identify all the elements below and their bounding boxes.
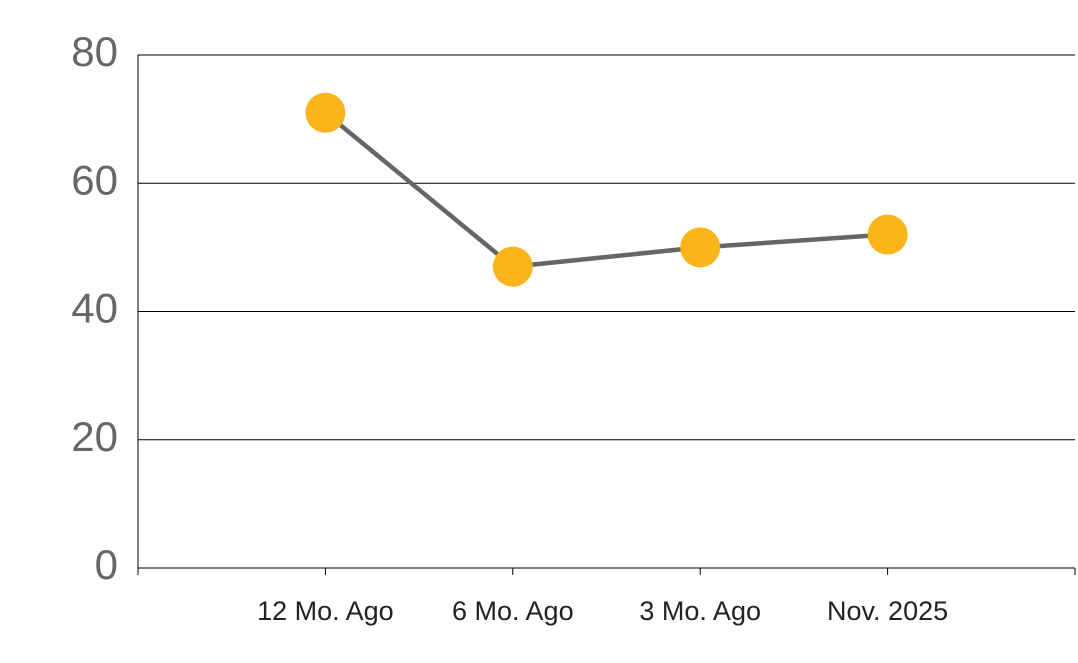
y-tick-label: 0 [95, 541, 118, 588]
y-tick-label: 20 [71, 413, 118, 460]
y-tick-label: 60 [71, 156, 118, 203]
x-tick-label: Nov. 2025 [827, 596, 948, 626]
y-tick-label: 40 [71, 285, 118, 332]
y-tick-label: 80 [71, 28, 118, 75]
data-point [492, 246, 533, 287]
data-point [680, 227, 721, 268]
x-tick-label: 12 Mo. Ago [257, 596, 394, 626]
data-point [305, 92, 346, 133]
data-point [867, 214, 908, 255]
x-tick-label: 3 Mo. Ago [639, 596, 761, 626]
series-line [323, 110, 888, 269]
x-tick-label: 6 Mo. Ago [452, 596, 574, 626]
